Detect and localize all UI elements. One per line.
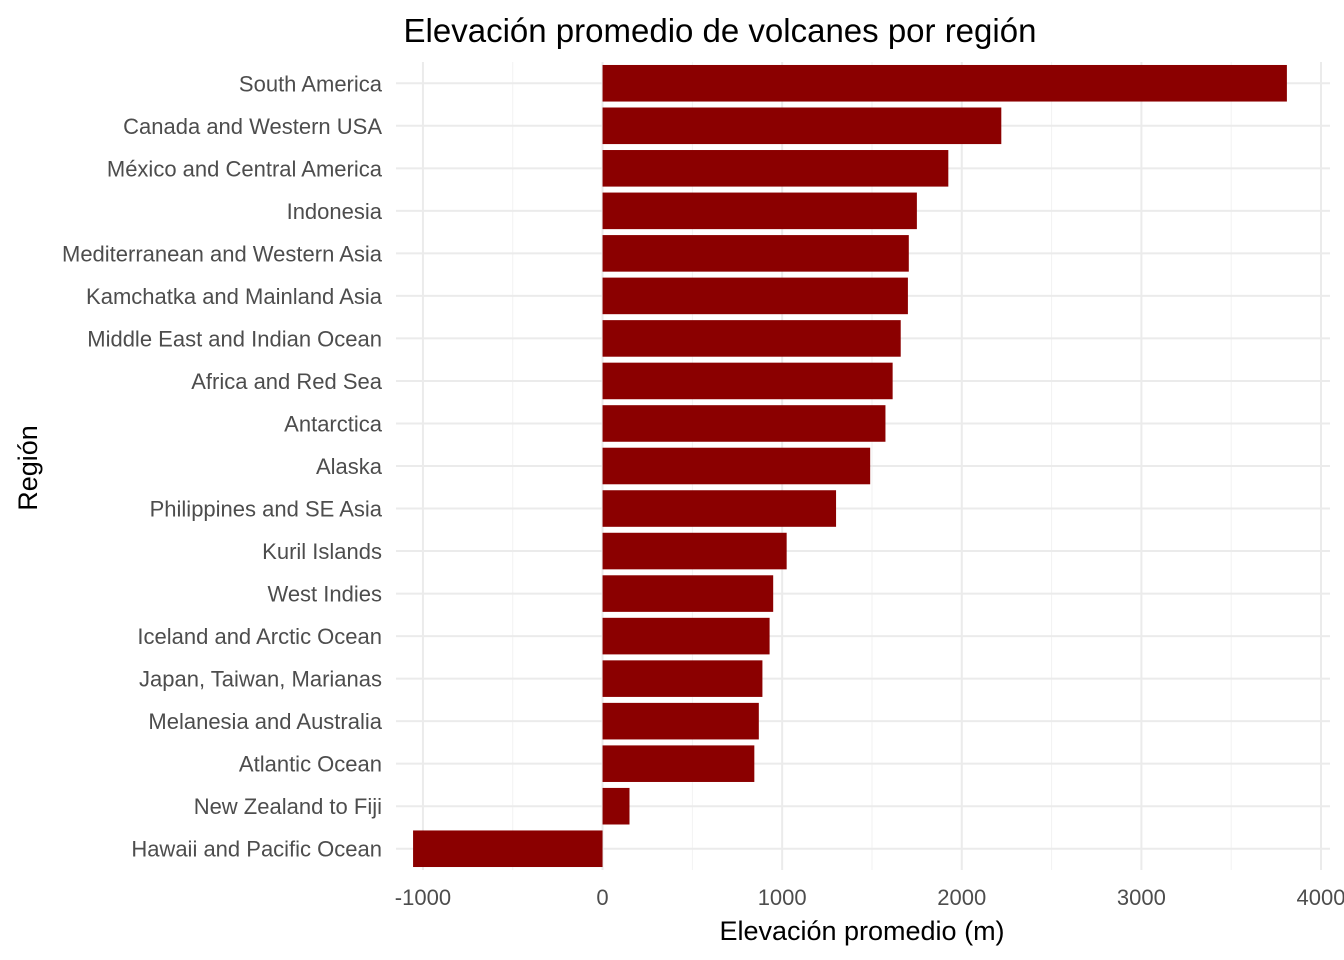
- bar: [602, 277, 908, 315]
- y-tick-label: Canada and Western USA: [123, 114, 382, 139]
- y-tick-label: Kuril Islands: [262, 539, 382, 564]
- y-tick-label: South America: [239, 71, 383, 96]
- bar: [602, 575, 774, 612]
- x-tick-label: 2000: [937, 885, 986, 910]
- y-tick-label: Hawaii and Pacific Ocean: [131, 837, 382, 862]
- y-tick-label: West Indies: [267, 582, 382, 607]
- chart-title: Elevación promedio de volcanes por regió…: [404, 12, 1037, 49]
- y-tick-label: Indonesia: [287, 199, 383, 224]
- x-axis-title: Elevación promedio (m): [719, 916, 1004, 946]
- y-tick-label: Iceland and Arctic Ocean: [137, 624, 382, 649]
- y-tick-label: Philippines and SE Asia: [150, 497, 383, 522]
- bar: [602, 405, 886, 442]
- bar: [602, 660, 763, 697]
- bar: [602, 64, 1287, 102]
- y-tick-label: New Zealand to Fiji: [194, 794, 382, 819]
- bars: [413, 64, 1287, 868]
- bar: [602, 320, 901, 357]
- y-tick-label: Mediterranean and Western Asia: [62, 241, 383, 266]
- bar: [602, 617, 770, 655]
- x-tick-label: 4000: [1297, 885, 1344, 910]
- y-tick-label: Antarctica: [284, 411, 383, 436]
- x-tick-label: -1000: [395, 885, 451, 910]
- y-tick-label: Middle East and Indian Ocean: [87, 326, 382, 351]
- bar: [602, 150, 949, 187]
- x-tick-labels: -1000 0 1000 2000 3000 4000: [395, 885, 1344, 910]
- x-tick-label: 0: [596, 885, 608, 910]
- bar: [602, 235, 909, 272]
- y-tick-label: Kamchatka and Mainland Asia: [86, 284, 383, 309]
- y-tick-label: Melanesia and Australia: [148, 709, 382, 734]
- bar: [602, 490, 837, 527]
- bar: [602, 447, 871, 485]
- y-tick-labels: South America Canada and Western USA Méxic…: [62, 71, 383, 861]
- bar: [602, 192, 917, 230]
- bar: [602, 107, 1002, 145]
- x-tick-label: 3000: [1117, 885, 1166, 910]
- bar: [413, 830, 603, 868]
- y-tick-label: Atlantic Ocean: [239, 752, 382, 777]
- bar: [602, 362, 893, 400]
- bar: [602, 532, 787, 570]
- x-tick-label: 1000: [758, 885, 807, 910]
- bar: [602, 787, 630, 825]
- y-tick-label: Alaska: [316, 454, 383, 479]
- bar: [602, 745, 755, 782]
- y-tick-label: Africa and Red Sea: [191, 369, 383, 394]
- y-tick-label: Japan, Taiwan, Marianas: [139, 667, 382, 692]
- y-tick-label: México and Central America: [107, 156, 383, 181]
- bar: [602, 702, 759, 740]
- y-axis-title: Región: [13, 425, 43, 511]
